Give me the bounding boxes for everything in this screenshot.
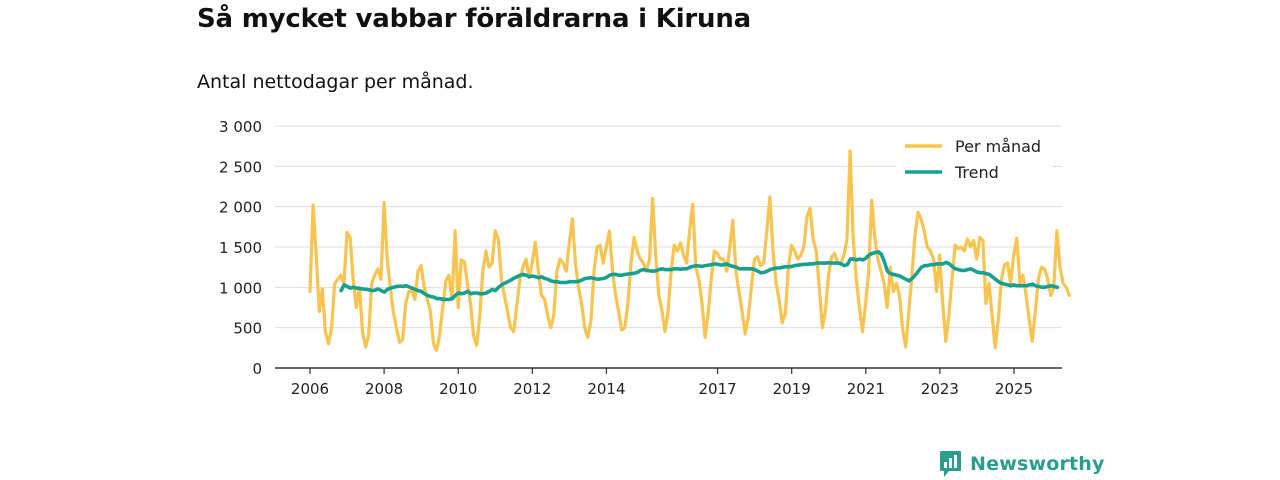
y-tick-label: 1 000 (219, 279, 262, 297)
series-line-trend (339, 250, 1059, 302)
y-tick-label: 2 500 (219, 158, 262, 176)
y-tick-label: 3 000 (219, 118, 262, 136)
newsworthy-icon (940, 451, 961, 477)
brand-name: Newsworthy (970, 453, 1105, 475)
x-tick-label: 2019 (773, 380, 811, 398)
y-tick-label: 2 000 (219, 199, 262, 217)
y-tick-labels: 0 500 1 000 1 500 2 000 2 500 3 000 (219, 118, 262, 378)
x-tick-label: 2012 (513, 380, 551, 398)
x-tick-label: 2021 (847, 380, 885, 398)
newsworthy-logo: Newsworthy (939, 449, 1105, 479)
x-tick-label: 2017 (698, 380, 736, 398)
y-tick-label: 0 (252, 360, 262, 378)
x-tick-label: 2008 (365, 380, 403, 398)
x-axis: 2006 2008 2010 2012 2014 2017 2019 2021 2023 2025 (275, 367, 1062, 398)
x-tick-label: 2006 (291, 380, 329, 398)
x-tick-label: 2025 (995, 380, 1033, 398)
x-tick-label: 2023 (921, 380, 959, 398)
legend-item-trend-label: Trend (954, 163, 999, 182)
chart-title: Så mycket vabbar föräldrarna i Kiruna (197, 4, 751, 34)
legend-background (896, 132, 1052, 186)
x-tick-label: 2014 (587, 380, 625, 398)
series-line-per-month (308, 149, 1071, 352)
y-tick-label: 1 500 (219, 239, 262, 257)
series-lines (308, 149, 1071, 352)
x-tick-label: 2010 (439, 380, 477, 398)
y-tick-label: 500 (233, 320, 262, 338)
chart-subtitle: Antal nettodagar per månad. (197, 71, 474, 93)
legend: Per månad Trend (896, 132, 1052, 186)
legend-item-per-month-label: Per månad (955, 137, 1041, 156)
